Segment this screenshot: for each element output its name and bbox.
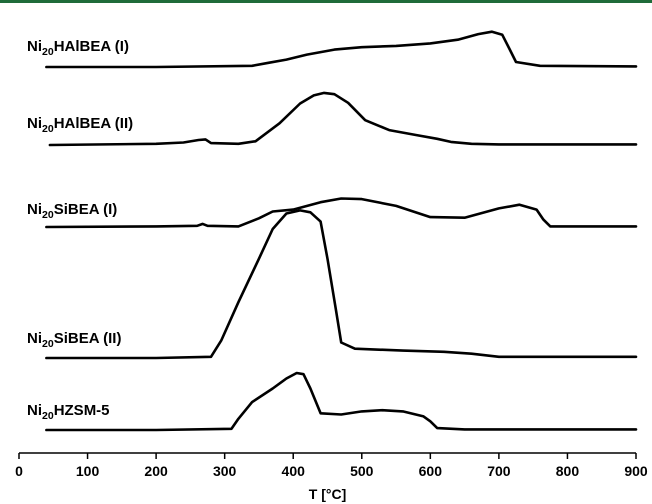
x-tick-label-300: 300 [213, 463, 237, 479]
trace-1 [45, 30, 638, 69]
trace-group [45, 30, 638, 432]
x-tick-label-400: 400 [282, 463, 306, 479]
x-tick-label-800: 800 [556, 463, 580, 479]
trace-4 [45, 209, 638, 360]
x-tick-group: 0 100 200 300 400 500 600 700 800 900 [15, 453, 648, 479]
sample-label-4: Ni20SiBEA (II) [27, 330, 121, 350]
x-axis-title: T [°C] [309, 486, 346, 502]
sample-label-2: Ni20HAlBEA (II) [27, 115, 133, 135]
x-tick-label-600: 600 [419, 463, 443, 479]
x-tick-label-500: 500 [350, 463, 374, 479]
trace-5 [45, 371, 638, 432]
sample-label-1: Ni20HAlBEA (I) [27, 38, 129, 58]
x-tick-label-0: 0 [15, 463, 23, 479]
sample-label-3: Ni20SiBEA (I) [27, 201, 117, 221]
top-accent-rule [0, 0, 652, 3]
sample-label-5: Ni20HZSM-5 [27, 402, 110, 422]
x-tick-label-200: 200 [144, 463, 168, 479]
trace-3 [45, 197, 638, 229]
trace-2 [48, 91, 638, 147]
x-tick-label-100: 100 [76, 463, 100, 479]
x-tick-label-900: 900 [624, 463, 648, 479]
x-tick-label-700: 700 [487, 463, 511, 479]
sample-label-group: Ni20HAlBEA (I) Ni20HAlBEA (II) Ni20SiBEA (… [27, 38, 133, 422]
